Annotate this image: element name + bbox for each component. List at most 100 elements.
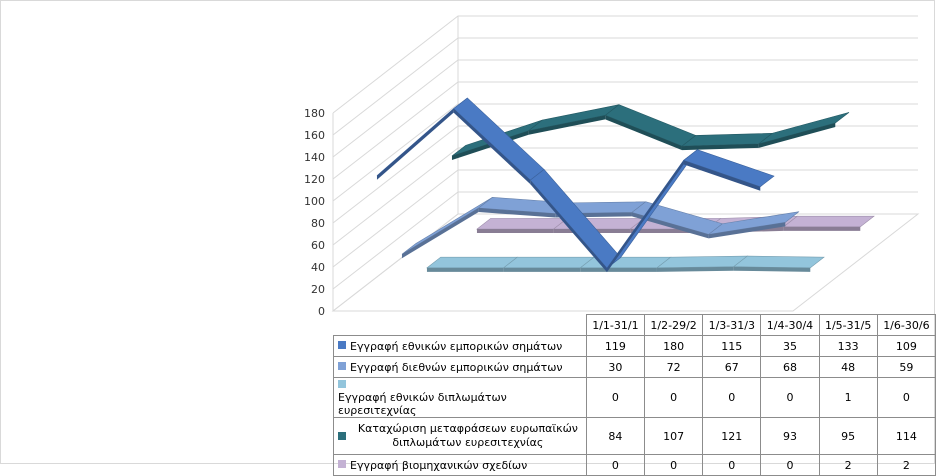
- data-label: 67: [702, 356, 762, 378]
- category-label: 1/6-30/6: [876, 314, 936, 336]
- line-segment-edge: [376, 108, 454, 180]
- line-segment-edge: [426, 267, 504, 272]
- series-row: Εγγραφή διεθνών εμπορικών σημάτων 30 72 …: [333, 356, 936, 378]
- line-segment: [476, 218, 569, 230]
- data-label: 2: [818, 454, 878, 476]
- line-segment: [708, 211, 800, 235]
- data-label: 0: [702, 377, 762, 418]
- line-segment-edge: [530, 180, 607, 273]
- legend-entry: Εγγραφή εθνικών διπλωμάτων ευρεσιτεχνίας: [333, 377, 587, 418]
- data-label: 0: [585, 454, 646, 476]
- series-ribbon: [426, 255, 825, 272]
- line-segment-edge: [580, 267, 657, 272]
- line-segment-edge: [631, 212, 709, 239]
- line-segment: [782, 215, 875, 228]
- data-label: 109: [876, 335, 936, 357]
- line-segment-edge: [605, 115, 682, 151]
- series-row: Καταχώριση μεταφράσεων ευρωπαϊκών διπλωμ…: [333, 417, 936, 455]
- y-tick-label: 100: [304, 195, 325, 208]
- line-segment: [401, 197, 493, 255]
- legend-entry: Εγγραφή βιομηχανικών σχεδίων: [333, 454, 587, 476]
- legend-key-icon: [338, 341, 346, 350]
- category-label: 1/4-30/4: [760, 314, 820, 336]
- line-segment-edge: [476, 229, 554, 234]
- y-tick-label: 160: [304, 129, 325, 142]
- legend-key-icon: [338, 432, 346, 440]
- line-segment: [683, 149, 775, 188]
- data-label: 95: [818, 417, 878, 455]
- gridline: [332, 15, 918, 114]
- data-label: 48: [818, 356, 878, 378]
- line-segment-edge: [758, 123, 836, 148]
- series-row: Εγγραφή βιομηχανικών σχεδίων 0 0 0 0 2 2: [333, 454, 936, 476]
- data-label: 0: [876, 377, 936, 418]
- category-label: 1/2-29/2: [643, 314, 704, 336]
- line-segment: [502, 256, 595, 269]
- line-segment: [579, 256, 672, 269]
- series-name: Εγγραφή βιομηχανικών σχεδίων: [350, 458, 528, 472]
- data-label: 0: [643, 377, 704, 418]
- data-label: 0: [585, 377, 646, 418]
- line-segment-edge: [503, 267, 581, 272]
- legend-entry: Καταχώριση μεταφράσεων ευρωπαϊκών διπλωμ…: [333, 417, 587, 455]
- gridline: [332, 81, 918, 180]
- y-tick-label: 120: [304, 173, 325, 186]
- line-chart-3d: 0 20 40 60 80 100 120 140 160 180: [304, 15, 920, 318]
- line-segment-edge: [528, 115, 606, 135]
- y-axis-ticks: 0 20 40 60 80 100 120 140 160 180: [304, 107, 325, 318]
- series-row: Εγγραφή εθνικών εμπορικών σημάτων 119 18…: [333, 335, 936, 357]
- series-layer: [376, 97, 875, 273]
- data-label: 59: [876, 356, 936, 378]
- line-segment-edge: [683, 160, 761, 191]
- series-ribbon: [376, 97, 775, 273]
- legend-entry: Εγγραφή εθνικών εμπορικών σημάτων: [333, 335, 587, 357]
- series-name: Καταχώριση μεταφράσεων ευρωπαϊκών διπλωμ…: [357, 422, 578, 449]
- line-segment: [426, 256, 519, 269]
- data-label: 0: [702, 454, 762, 476]
- category-header-row: 1/1-31/1 1/2-29/2 1/3-31/3 1/4-30/4 1/5-…: [333, 314, 936, 336]
- series-name: Εγγραφή διεθνών εμπορικών σημάτων: [350, 360, 563, 374]
- line-segment-edge: [708, 222, 786, 239]
- line-segment-edge: [783, 226, 861, 231]
- legend-key-icon: [338, 460, 346, 469]
- category-label: 1/1-31/1: [585, 314, 646, 336]
- series-name: Εγγραφή εθνικών διπλωμάτων ευρεσιτεχνίας: [338, 391, 507, 417]
- data-label: 1: [818, 377, 878, 418]
- data-label: 180: [643, 335, 704, 357]
- data-label: 133: [818, 335, 878, 357]
- data-label: 0: [643, 454, 704, 476]
- data-label: 115: [702, 335, 762, 357]
- line-segment-edge: [478, 208, 556, 218]
- line-segment-edge: [681, 143, 759, 151]
- line-segment: [604, 104, 697, 147]
- table-corner: [333, 314, 587, 336]
- line-segment: [656, 255, 749, 269]
- y-tick-label: 140: [304, 151, 325, 164]
- line-segment: [732, 255, 825, 269]
- y-tick-label: 60: [311, 239, 325, 252]
- data-label: 107: [643, 417, 704, 455]
- data-label: 84: [585, 417, 646, 455]
- data-table: 1/1-31/1 1/2-29/2 1/3-31/3 1/4-30/4 1/5-…: [333, 314, 936, 476]
- data-label: 93: [760, 417, 820, 455]
- legend-key-icon: [338, 380, 346, 388]
- data-label: 0: [760, 454, 820, 476]
- data-label: 119: [585, 335, 646, 357]
- series-name: Εγγραφή εθνικών εμπορικών σημάτων: [350, 339, 563, 353]
- y-tick-label: 20: [311, 283, 325, 296]
- y-tick-label: 80: [311, 217, 325, 230]
- data-label: 68: [760, 356, 820, 378]
- data-label: 35: [760, 335, 820, 357]
- data-label: 114: [876, 417, 936, 455]
- line-segment-edge: [453, 108, 531, 185]
- line-segment: [453, 97, 545, 181]
- y-tick-label: 40: [311, 261, 325, 274]
- data-label: 30: [585, 356, 646, 378]
- line-segment: [758, 112, 850, 145]
- y-tick-label: 180: [304, 107, 325, 120]
- line-segment-edge: [401, 208, 479, 259]
- line-segment-edge: [733, 266, 811, 272]
- data-label: 0: [760, 377, 820, 418]
- line-segment-edge: [606, 160, 684, 273]
- category-label: 1/5-31/5: [818, 314, 878, 336]
